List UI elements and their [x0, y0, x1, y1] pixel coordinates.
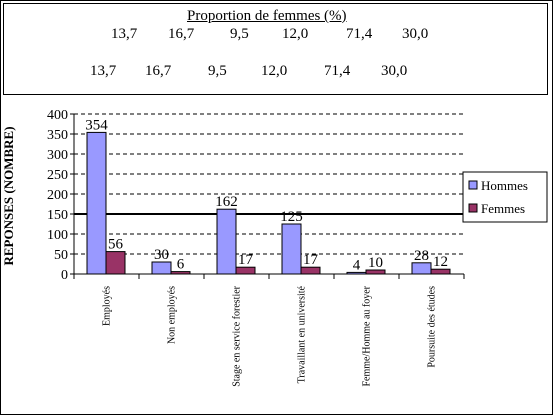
- category-label: Poursuite des études: [427, 286, 438, 368]
- proportion-row2-value: 30,0: [381, 63, 408, 79]
- proportion-row2-value: 71,4: [324, 63, 351, 79]
- proportion-row2-value: 9,5: [208, 63, 227, 79]
- proportion-row1-value: 12,0: [282, 26, 309, 42]
- y-tick-label: 100: [47, 228, 68, 243]
- data-label: 4: [353, 257, 361, 273]
- data-label: 56: [108, 237, 124, 253]
- y-tick-label: 300: [47, 148, 68, 163]
- data-label: 162: [215, 194, 238, 210]
- bar-femmes: [170, 271, 191, 275]
- data-label: 17: [238, 252, 254, 268]
- y-axis-title: REPONSES (NOMBRE): [1, 126, 16, 265]
- y-tick-label: 200: [47, 188, 68, 203]
- bar-femmes: [105, 251, 126, 275]
- y-tick-label: 250: [47, 168, 68, 183]
- bar-hommes: [151, 261, 172, 275]
- bar-femmes: [430, 268, 451, 275]
- data-label: 12: [433, 254, 448, 270]
- bar-hommes: [281, 223, 302, 275]
- y-tick-label: 50: [54, 248, 68, 263]
- legend: [462, 171, 548, 223]
- proportion-row1-value: 9,5: [230, 26, 249, 42]
- bar-femmes: [300, 266, 321, 275]
- y-tick-label: 150: [47, 208, 68, 223]
- legend-swatch: [468, 180, 478, 190]
- bar-femmes: [235, 266, 256, 275]
- category-label: Non employés: [167, 286, 178, 344]
- category-label: Femme/Homme au foyer: [362, 285, 373, 386]
- category-label: Employés: [102, 286, 113, 326]
- legend-label: Hommes: [481, 178, 528, 193]
- legend-swatch: [468, 203, 478, 213]
- proportion-row1-value: 13,7: [111, 26, 138, 42]
- data-label: 6: [177, 257, 185, 273]
- category-label: Travaillant en université: [297, 285, 308, 383]
- data-label: 10: [368, 255, 383, 271]
- category-label: Stage en service forestier: [232, 285, 243, 386]
- bar-hommes: [86, 131, 107, 275]
- proportion-row2-value: 16,7: [145, 63, 172, 79]
- data-label: 354: [85, 117, 108, 133]
- proportion-box: Proportion de femmes (%) 13,7 16,7 9,5 1…: [3, 3, 548, 95]
- proportion-row1-value: 71,4: [346, 26, 373, 42]
- data-label: 125: [280, 209, 303, 225]
- proportion-row2-value: 13,7: [90, 63, 117, 79]
- bar-hommes: [411, 262, 432, 275]
- y-tick-label: 0: [61, 268, 68, 283]
- data-label: 30: [154, 247, 169, 263]
- bar-hommes: [216, 208, 237, 275]
- legend-label: Femmes: [481, 201, 525, 216]
- data-label: 17: [303, 252, 319, 268]
- proportion-row1-value: 16,7: [168, 26, 195, 42]
- proportion-title: Proportion de femmes (%): [187, 8, 347, 24]
- proportion-row2-value: 12,0: [261, 63, 288, 79]
- bar-femmes: [365, 269, 386, 275]
- y-tick-label: 400: [47, 108, 68, 123]
- y-tick-label: 350: [47, 128, 68, 143]
- proportion-row1-value: 30,0: [402, 26, 429, 42]
- data-label: 28: [414, 248, 429, 264]
